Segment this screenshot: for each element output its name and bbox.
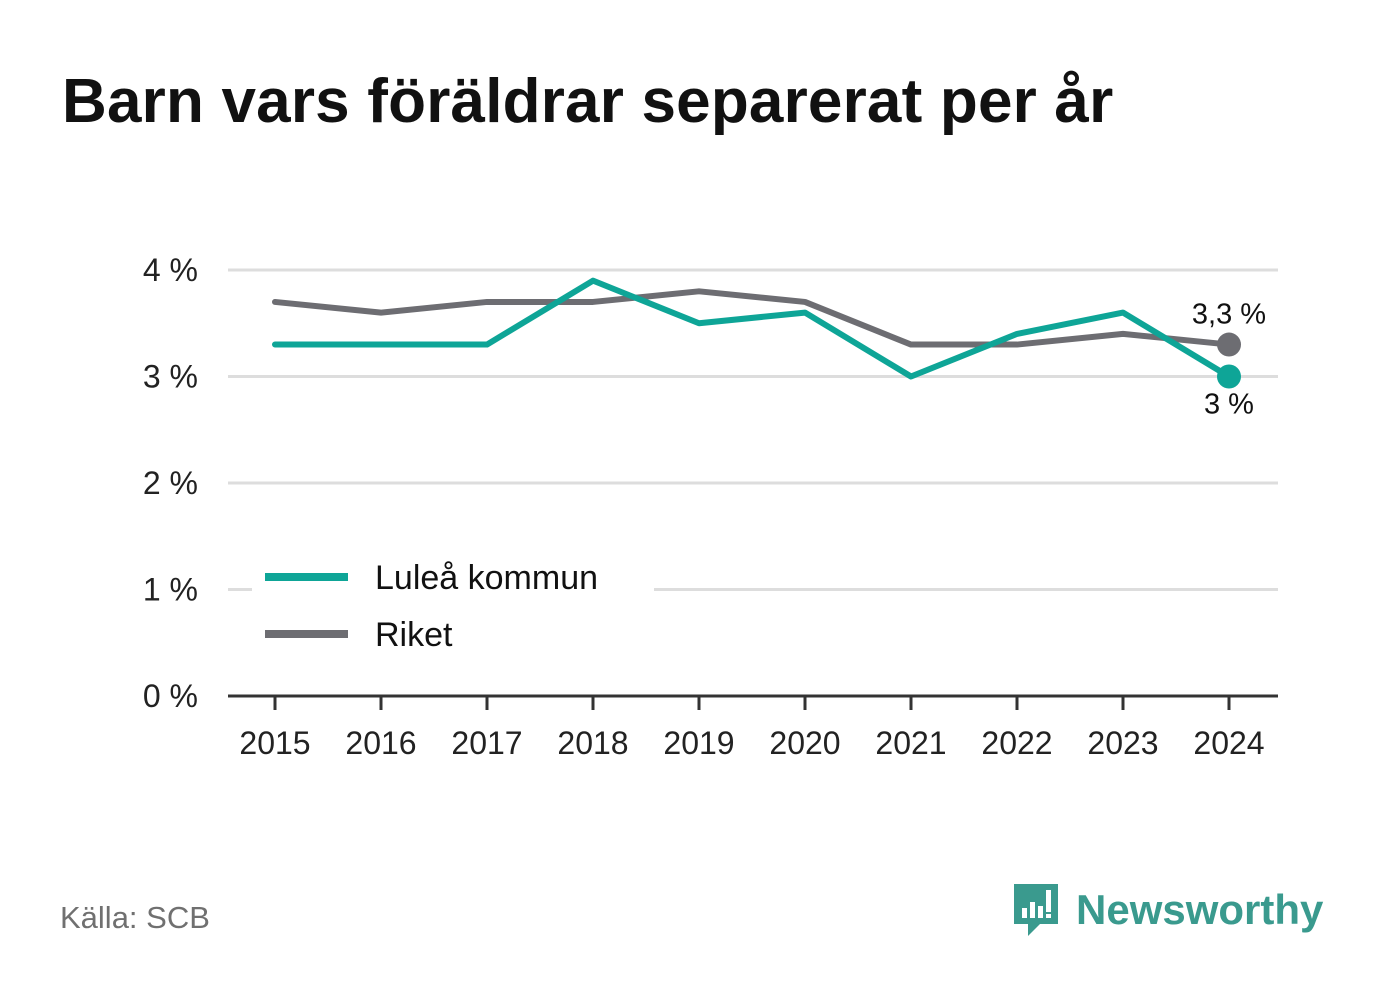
y-axis-ticks: 0 % 1 % 2 % 3 % 4 % — [143, 252, 198, 714]
x-tick-label: 2022 — [981, 725, 1052, 761]
y-tick-label: 2 % — [143, 465, 198, 501]
end-label-riket: 3,3 % — [1192, 299, 1266, 331]
x-tick-label: 2024 — [1193, 725, 1264, 761]
y-tick-label: 0 % — [143, 678, 198, 714]
brand-logo: Newsworthy — [1010, 880, 1323, 940]
series-line-riket — [272, 288, 1232, 348]
x-axis: 2015 2016 2017 2018 2019 2020 2021 2022 2023 2024 — [228, 694, 1278, 761]
y-tick-label: 3 % — [143, 359, 198, 395]
chart-title: Barn vars föräldrar separerat per år — [62, 67, 1114, 136]
x-tick-label: 2017 — [451, 725, 522, 761]
data-point — [1217, 364, 1241, 389]
source-note: Källa: SCB — [60, 900, 210, 935]
y-tick-label: 1 % — [143, 572, 198, 608]
x-tick-label: 2016 — [345, 725, 416, 761]
x-tick-label: 2021 — [875, 725, 946, 761]
brand-name: Newsworthy — [1076, 886, 1324, 933]
x-tick-label: 2015 — [239, 725, 310, 761]
x-tick-label: 2023 — [1087, 725, 1158, 761]
data-point — [1217, 332, 1241, 357]
end-label-lulea: 3 % — [1204, 389, 1254, 421]
x-tick-label: 2018 — [557, 725, 628, 761]
legend: Luleå kommun Riket — [252, 548, 654, 658]
legend-label: Luleå kommun — [375, 559, 598, 597]
bar-chart-speech-bubble-icon — [1014, 884, 1058, 936]
legend-label: Riket — [375, 616, 453, 654]
x-tick-label: 2019 — [663, 725, 734, 761]
y-tick-label: 4 % — [143, 252, 198, 288]
x-tick-label: 2020 — [769, 725, 840, 761]
series-line-lulea — [272, 277, 1232, 380]
legend-background — [252, 548, 654, 658]
series-lines: 3 % 3,3 % — [272, 277, 1266, 421]
